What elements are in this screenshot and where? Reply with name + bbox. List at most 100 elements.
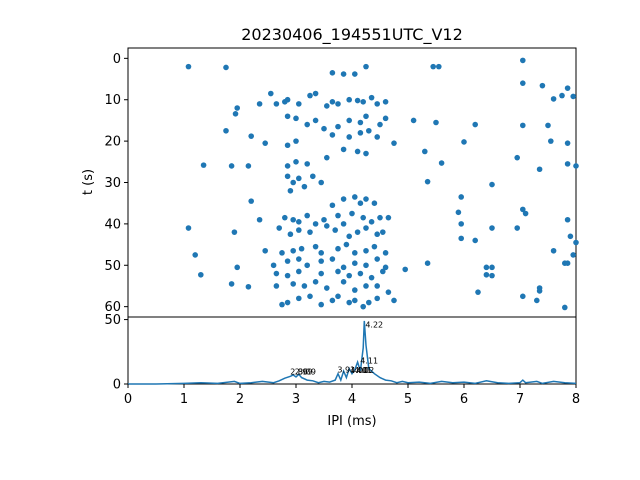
scatter-point — [293, 138, 299, 144]
scatter-point — [340, 221, 347, 227]
peak-label: 2.99 — [295, 367, 313, 376]
scatter-point — [279, 250, 285, 256]
y-tick-label: 50 — [104, 313, 121, 328]
x-tick-label: 8 — [572, 392, 580, 407]
scatter-point — [335, 293, 341, 300]
scatter-point — [352, 71, 358, 77]
scatter-point — [340, 71, 347, 77]
scatter-point — [268, 90, 274, 97]
peak-label: 3.91 — [337, 365, 355, 374]
scatter-point — [340, 146, 347, 153]
ipi-series-line — [128, 320, 577, 385]
scatter-point — [248, 133, 254, 139]
scatter-point — [385, 214, 392, 221]
scatter-point — [234, 105, 240, 111]
scatter-point — [318, 258, 325, 264]
scatter-point — [223, 127, 229, 134]
scatter-point — [472, 121, 479, 128]
scatter-point — [357, 270, 364, 277]
scatter-point — [185, 63, 192, 70]
scatter-point — [307, 92, 313, 99]
scatter-point — [329, 202, 336, 209]
scatter-point — [284, 163, 291, 169]
scatter-point — [296, 295, 302, 302]
scatter-point — [573, 239, 579, 246]
scatter-point — [324, 223, 330, 229]
scatter-point — [352, 250, 358, 256]
y-tick-label: 10 — [104, 93, 121, 108]
scatter-point — [262, 247, 269, 254]
scatter-point — [539, 82, 546, 89]
scatter-point — [522, 210, 529, 217]
scatter-point — [273, 270, 280, 277]
scatter-point — [377, 214, 383, 221]
scatter-point — [374, 283, 381, 289]
scatter-point — [321, 216, 327, 223]
scatter-point — [335, 101, 341, 107]
scatter-point — [232, 111, 239, 117]
scatter-points — [185, 57, 579, 311]
scatter-point — [371, 243, 378, 250]
scatter-point — [391, 140, 397, 146]
ipi-peak-labels: 2.862.993.09 3.914.004.014.024.11 4.22 — [290, 320, 383, 376]
scatter-y-ticks: 0 10 20 30 40 50 60 — [104, 52, 128, 315]
scatter-point — [374, 101, 381, 107]
scatter-point — [343, 241, 350, 248]
scatter-point — [520, 57, 526, 64]
ipi-y-ticks: 0 50 — [104, 313, 128, 393]
ipi-x-ticks: 0 1 2 3 4 5 6 7 8 — [124, 384, 580, 407]
scatter-point — [475, 289, 481, 295]
scatter-point — [318, 179, 325, 186]
scatter-point — [301, 183, 308, 190]
scatter-point — [293, 115, 299, 122]
peak-label: 3.09 — [298, 367, 316, 376]
scatter-point — [520, 80, 526, 86]
scatter-point — [385, 289, 392, 295]
scatter-point — [357, 130, 364, 136]
scatter-point — [304, 212, 311, 219]
scatter-point — [298, 245, 305, 252]
scatter-point — [346, 233, 353, 240]
scatter-point — [514, 225, 520, 231]
scatter-point — [346, 117, 353, 124]
scatter-point — [287, 231, 294, 238]
y-tick-label: 20 — [104, 135, 121, 150]
scatter-point — [335, 123, 341, 130]
scatter-point — [198, 271, 204, 278]
scatter-point — [483, 264, 490, 271]
scatter-point — [318, 270, 325, 277]
scatter-point — [374, 231, 381, 238]
scatter-point — [360, 303, 367, 310]
scatter-point — [276, 225, 283, 231]
scatter-point — [374, 295, 381, 302]
scatter-point — [567, 233, 574, 240]
scatter-point — [436, 63, 442, 70]
scatter-point — [312, 117, 319, 124]
scatter-y-axis-label: t (s) — [81, 169, 96, 195]
scatter-point — [570, 93, 576, 100]
scatter-point — [514, 154, 520, 161]
scatter-point — [371, 200, 378, 206]
scatter-point — [282, 214, 288, 221]
scatter-point — [185, 225, 192, 231]
scatter-point — [422, 148, 428, 155]
scatter-point — [366, 299, 372, 306]
scatter-plot-area — [127, 47, 577, 318]
scatter-point — [550, 247, 557, 254]
scatter-point — [357, 200, 364, 206]
scatter-point — [430, 63, 437, 70]
scatter-point — [256, 101, 263, 107]
scatter-point — [290, 179, 297, 186]
scatter-point — [438, 160, 445, 166]
scatter-point — [335, 212, 341, 219]
scatter-point — [231, 229, 238, 235]
scatter-point — [270, 262, 277, 269]
scatter-point — [461, 139, 467, 145]
scatter-point — [374, 134, 381, 140]
scatter-point — [262, 140, 269, 146]
scatter-point — [368, 274, 375, 281]
scatter-point — [559, 92, 565, 99]
scatter-point — [318, 301, 325, 308]
